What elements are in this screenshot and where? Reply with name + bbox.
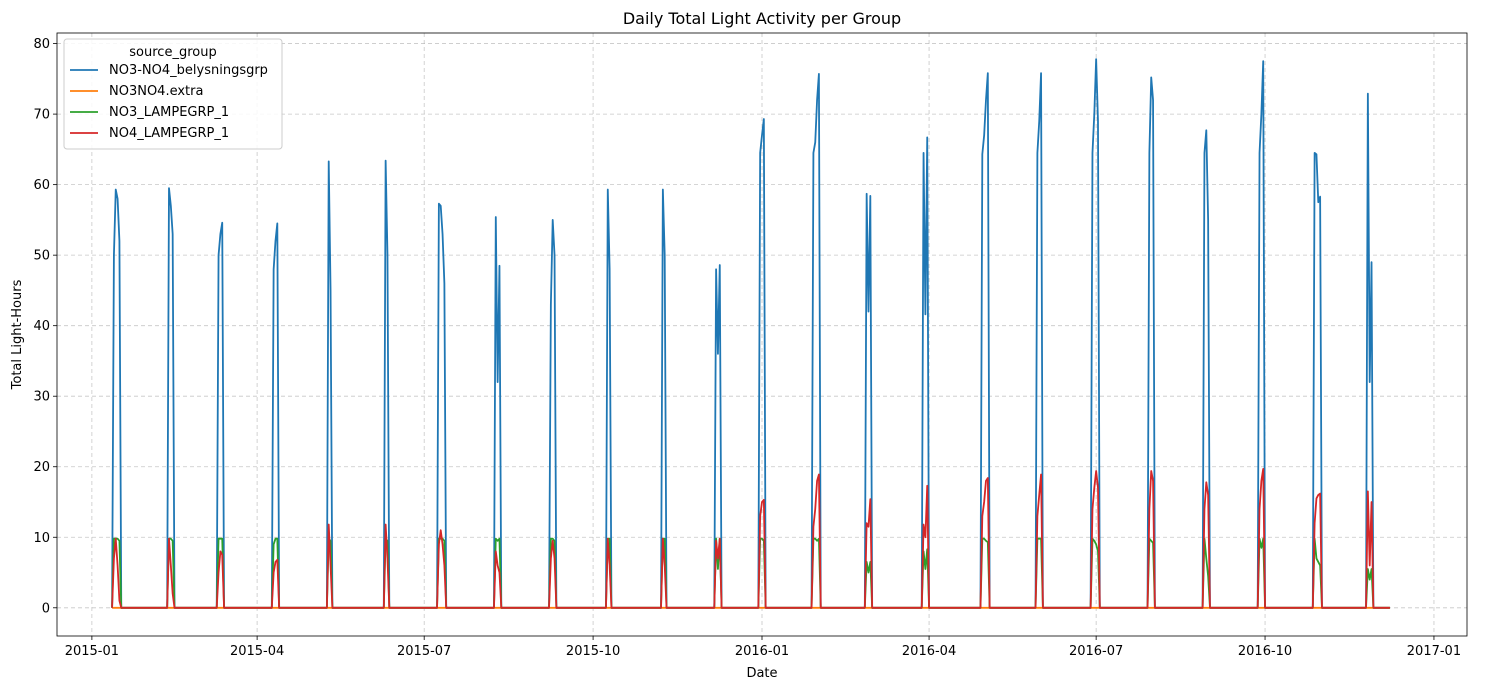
y-tick-label: 0 [42, 601, 50, 616]
y-tick-label: 30 [33, 390, 50, 405]
y-tick-label: 80 [33, 37, 50, 52]
x-tick-label: 2015-10 [566, 644, 620, 659]
axis-ticks: 2015-01 2015-04 2015-07 2015-10 2016-01 2016-… [33, 37, 1461, 659]
y-tick-label: 40 [33, 319, 50, 334]
legend-label-1: NO3NO4.extra [109, 84, 203, 99]
x-axis-title: Date [746, 666, 777, 681]
y-tick-label: 50 [33, 249, 50, 264]
x-tick-label: 2016-01 [735, 644, 789, 659]
x-tick-label: 2016-04 [902, 644, 956, 659]
y-tick-label: 60 [33, 178, 50, 193]
x-tick-label: 2017-01 [1407, 644, 1461, 659]
legend-label-3: NO4_LAMPEGRP_1 [109, 126, 229, 141]
legend-label-2: NO3_LAMPEGRP_1 [109, 105, 229, 120]
y-tick-label: 20 [33, 460, 50, 475]
series-line-3 [111, 467, 1390, 609]
x-tick-label: 2015-04 [230, 644, 284, 659]
y-tick-label: 10 [33, 531, 50, 546]
legend-items: NO3-NO4_belysningsgrp NO3NO4.extra NO3_LAM… [70, 63, 268, 141]
chart-title: Daily Total Light Activity per Group [623, 9, 901, 28]
legend-label-0: NO3-NO4_belysningsgrp [109, 63, 268, 78]
legend: source_group NO3-NO4_belysningsgrp NO3NO4… [63, 38, 283, 150]
plot-lines [111, 58, 1390, 609]
x-tick-label: 2015-07 [397, 644, 451, 659]
y-axis-title: Total Light-Hours [10, 279, 25, 390]
x-tick-label: 2016-07 [1069, 644, 1123, 659]
legend-box [63, 38, 283, 150]
legend-title: source_group [129, 45, 216, 60]
y-tick-label: 70 [33, 108, 50, 123]
x-tick-label: 2015-01 [65, 644, 119, 659]
x-tick-label: 2016-10 [1238, 644, 1292, 659]
